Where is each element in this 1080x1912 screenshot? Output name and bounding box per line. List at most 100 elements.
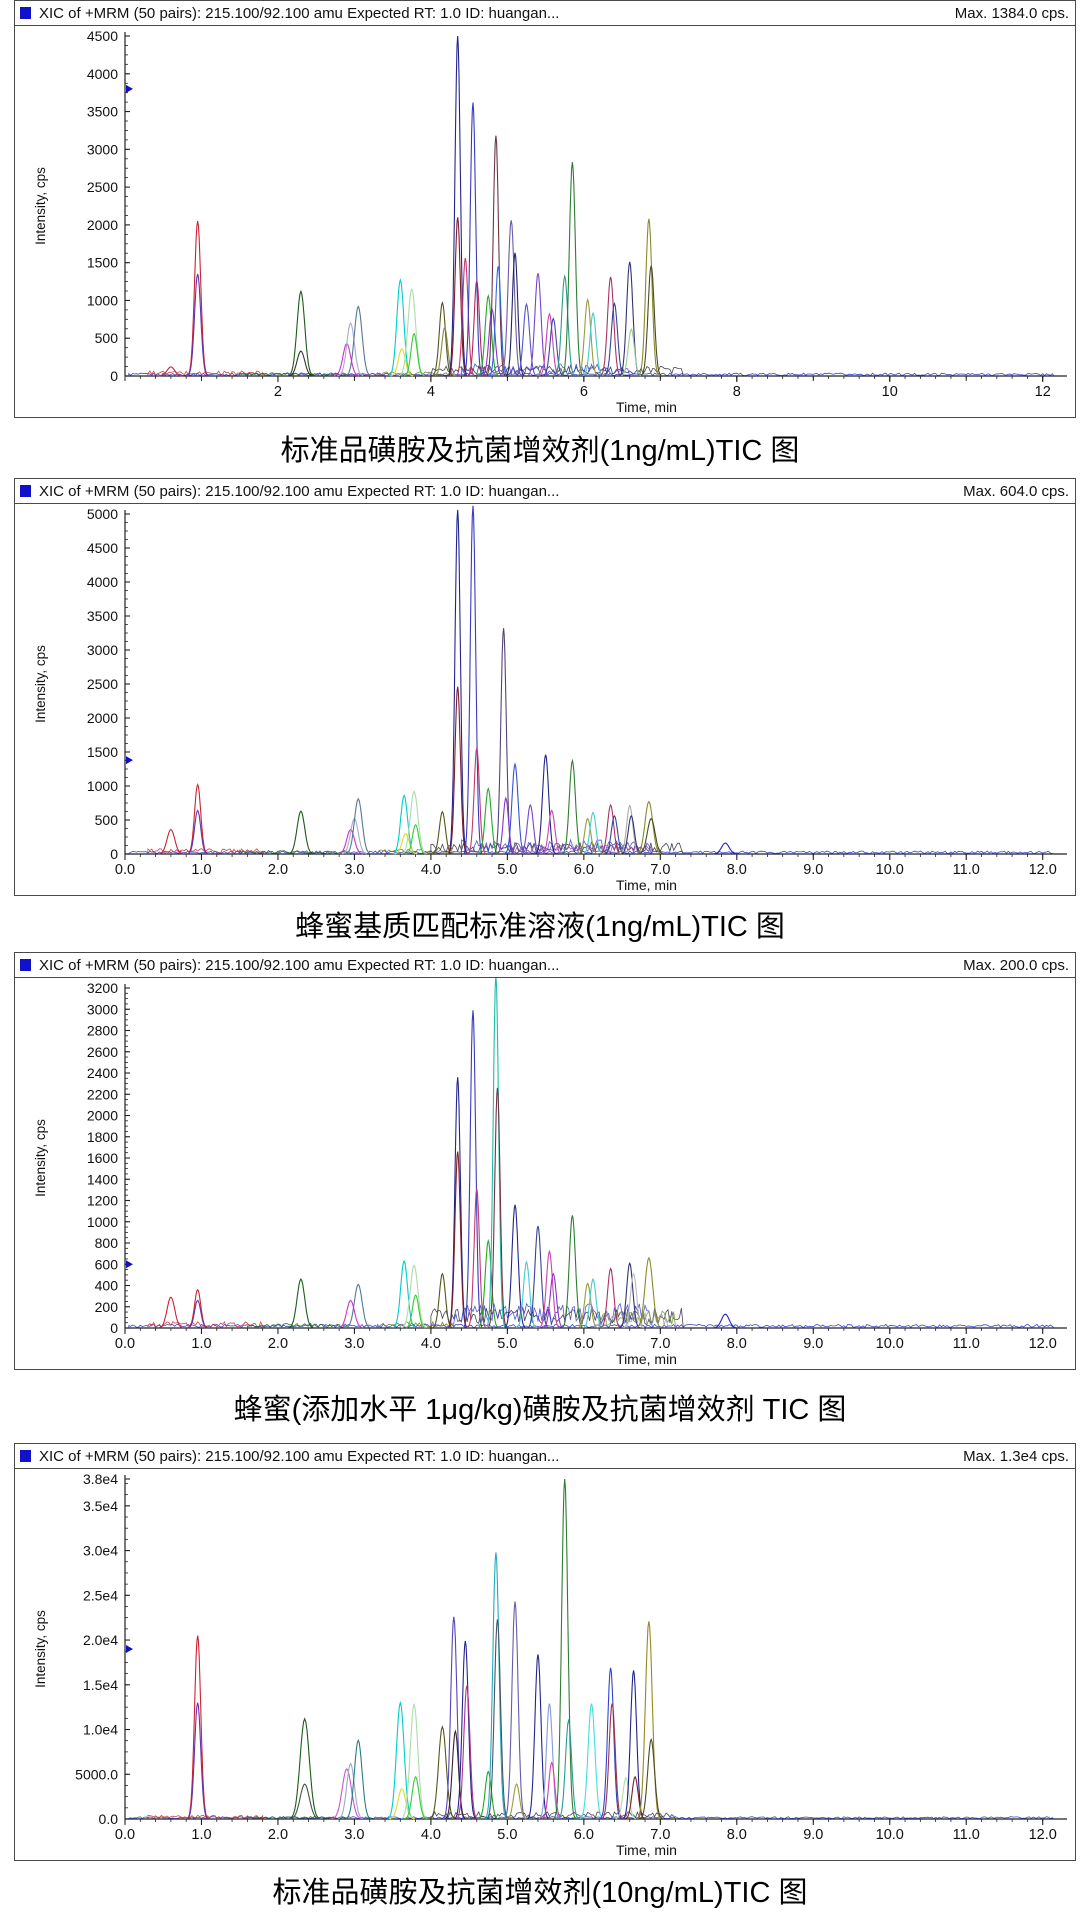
svg-text:5000.0: 5000.0 [75,1766,118,1782]
svg-text:4000: 4000 [87,574,118,590]
svg-text:500: 500 [95,330,119,346]
svg-text:6.0: 6.0 [574,1336,594,1352]
max-cps-label: Max. 1.3e4 cps. [963,1447,1069,1465]
chromatogram-plot: 2 4 6 8 10 12 Time, min 0 500 1000 1500 2000 2500 300… [33,28,1067,415]
svg-text:4.0: 4.0 [421,1827,441,1843]
svg-text:12.0: 12.0 [1029,1336,1057,1352]
svg-text:2000: 2000 [87,1108,118,1124]
svg-text:2800: 2800 [87,1023,118,1039]
svg-text:Intensity, cps: Intensity, cps [33,167,48,245]
svg-text:8.0: 8.0 [727,1336,747,1352]
svg-text:1800: 1800 [87,1129,118,1145]
trace-legend-square-icon [20,959,31,971]
max-cps-label: Max. 604.0 cps. [963,482,1069,500]
panel-header: XIC of +MRM (50 pairs): 215.100/92.100 a… [15,479,1075,504]
svg-text:5.0: 5.0 [497,862,517,878]
svg-text:0.0: 0.0 [115,1336,135,1352]
svg-text:4.0: 4.0 [421,1336,441,1352]
chromatogram-panel-4: XIC of +MRM (50 pairs): 215.100/92.100 a… [14,1443,1076,1861]
figure-caption-1: 标准品磺胺及抗菌增效剂(1ng/mL)TIC 图 [280,435,800,467]
svg-text:2.5e4: 2.5e4 [83,1587,118,1603]
chromatogram-panel-3: XIC of +MRM (50 pairs): 215.100/92.100 a… [14,952,1076,1370]
chromatogram-panel-1: XIC of +MRM (50 pairs): 215.100/92.100 a… [14,0,1076,418]
svg-text:3.8e4: 3.8e4 [83,1471,118,1487]
svg-text:3.0: 3.0 [344,1827,364,1843]
svg-text:1.0: 1.0 [191,1827,211,1843]
svg-text:10.0: 10.0 [876,1827,904,1843]
svg-text:7.0: 7.0 [650,862,670,878]
svg-text:3000: 3000 [87,642,118,658]
svg-text:3.5e4: 3.5e4 [83,1498,118,1514]
svg-text:10: 10 [882,384,898,400]
svg-text:0.0: 0.0 [115,1827,135,1843]
panel-header: XIC of +MRM (50 pairs): 215.100/92.100 a… [15,953,1075,978]
svg-text:2.0: 2.0 [268,1336,288,1352]
svg-text:12.0: 12.0 [1029,1827,1057,1843]
svg-text:4.0: 4.0 [421,862,441,878]
svg-text:9.0: 9.0 [803,1827,823,1843]
svg-text:2000: 2000 [87,217,118,233]
svg-text:0.0: 0.0 [115,862,135,878]
svg-text:1400: 1400 [87,1171,118,1187]
svg-text:1500: 1500 [87,744,118,760]
svg-text:200: 200 [95,1299,119,1315]
svg-text:7.0: 7.0 [650,1336,670,1352]
svg-text:Time, min: Time, min [616,399,677,415]
svg-text:1500: 1500 [87,255,118,271]
svg-text:400: 400 [95,1278,119,1294]
svg-text:1.5e4: 1.5e4 [83,1677,118,1693]
svg-text:1000: 1000 [87,292,118,308]
figure-caption-3: 蜂蜜(添加水平 1μg/kg)磺胺及抗菌增效剂 TIC 图 [233,1393,847,1426]
chromatogram-panel-2: XIC of +MRM (50 pairs): 215.100/92.100 a… [14,478,1076,896]
svg-text:7.0: 7.0 [650,1827,670,1843]
xic-header-title: XIC of +MRM (50 pairs): 215.100/92.100 a… [39,956,560,974]
xic-header-title: XIC of +MRM (50 pairs): 215.100/92.100 a… [39,1447,560,1465]
svg-text:0.0: 0.0 [99,1811,119,1827]
svg-text:4: 4 [427,384,435,400]
trace-legend-square-icon [20,1450,31,1462]
svg-text:2000: 2000 [87,710,118,726]
svg-text:Time, min: Time, min [616,1351,677,1367]
svg-text:2.0e4: 2.0e4 [83,1632,118,1648]
svg-text:1.0e4: 1.0e4 [83,1722,118,1738]
chromatogram-plot: 0.0 1.0 2.0 3.0 4.0 5.0 6.0 7.0 8.0 9.0 10.0 11.0 12… [33,505,1067,893]
figure-caption-4: 标准品磺胺及抗菌增效剂(10ng/mL)TIC 图 [272,1877,808,1909]
svg-text:4500: 4500 [87,540,118,556]
svg-text:2600: 2600 [87,1044,118,1060]
svg-text:4500: 4500 [87,28,118,44]
svg-text:Intensity, cps: Intensity, cps [33,1610,48,1688]
svg-text:6.0: 6.0 [574,1827,594,1843]
svg-text:10.0: 10.0 [876,862,904,878]
svg-text:5000: 5000 [87,506,118,522]
svg-text:8.0: 8.0 [727,862,747,878]
xic-header-title: XIC of +MRM (50 pairs): 215.100/92.100 a… [39,482,560,500]
svg-text:8: 8 [733,384,741,400]
svg-text:0: 0 [110,1320,118,1336]
svg-text:12.0: 12.0 [1029,862,1057,878]
svg-text:6: 6 [580,384,588,400]
svg-text:Time, min: Time, min [616,877,677,893]
svg-text:11.0: 11.0 [953,1827,980,1843]
svg-text:1600: 1600 [87,1150,118,1166]
svg-text:1000: 1000 [87,778,118,794]
max-cps-label: Max. 200.0 cps. [963,956,1069,974]
svg-text:1000: 1000 [87,1214,118,1230]
svg-text:3000: 3000 [87,141,118,157]
svg-text:11.0: 11.0 [953,1336,980,1352]
svg-text:600: 600 [95,1256,119,1272]
svg-text:800: 800 [95,1235,119,1251]
svg-text:8.0: 8.0 [727,1827,747,1843]
svg-text:2.0: 2.0 [268,862,288,878]
xic-header-title: XIC of +MRM (50 pairs): 215.100/92.100 a… [39,4,560,22]
svg-text:3.0e4: 3.0e4 [83,1543,118,1559]
svg-text:Time, min: Time, min [616,1842,677,1858]
svg-text:1.0: 1.0 [191,862,211,878]
svg-text:6.0: 6.0 [574,862,594,878]
svg-text:11.0: 11.0 [953,862,980,878]
svg-text:3200: 3200 [87,980,118,996]
svg-text:5.0: 5.0 [497,1827,517,1843]
svg-text:3500: 3500 [87,608,118,624]
svg-text:500: 500 [95,812,119,828]
svg-text:12: 12 [1035,384,1051,400]
chromatogram-plot: 0.0 1.0 2.0 3.0 4.0 5.0 6.0 7.0 8.0 9.0 10.0 11.0 12… [33,978,1067,1367]
